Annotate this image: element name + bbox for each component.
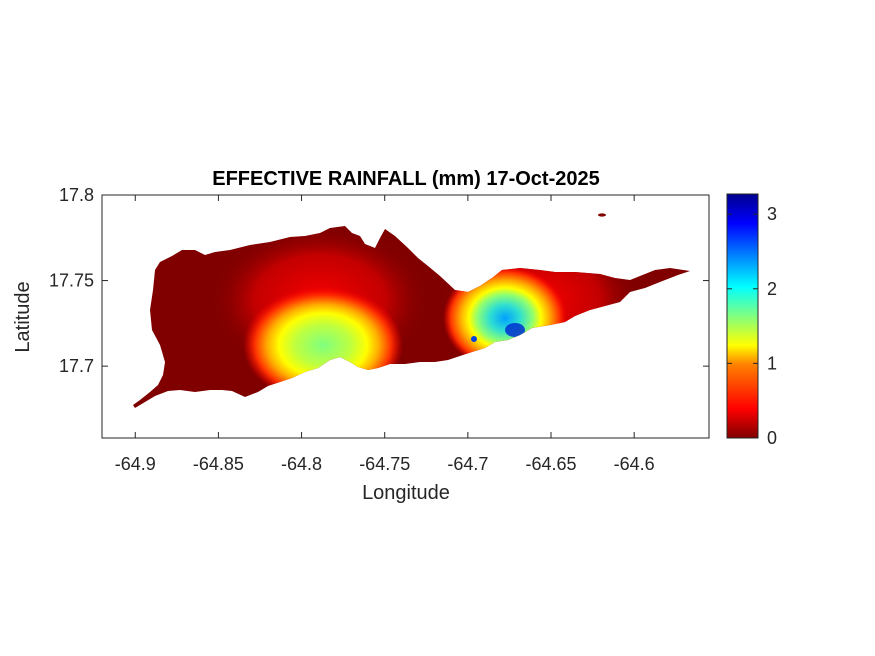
y-tick-label: 17.7 [59, 356, 94, 376]
x-tick-label: -64.85 [193, 454, 244, 474]
colorbar-tick-label: 3 [767, 204, 777, 224]
rain-cell-east-spot [471, 336, 477, 342]
colorbar-ticks: 0 1 2 3 [727, 204, 777, 448]
colorbar-tick-label: 0 [767, 428, 777, 448]
colorbar-tick-label: 1 [767, 353, 777, 373]
y-axis-ticks: 17.7 17.75 17.8 [49, 185, 709, 376]
x-tick-label: -64.7 [447, 454, 488, 474]
x-axis-ticks: -64.9 -64.85 -64.8 -64.75 -64.7 -64.65 -64.6 [115, 195, 655, 474]
x-tick-label: -64.6 [614, 454, 655, 474]
x-tick-label: -64.65 [525, 454, 576, 474]
x-tick-label: -64.9 [115, 454, 156, 474]
y-tick-label: 17.75 [49, 271, 94, 291]
x-axis-label: Longitude [362, 482, 450, 504]
colorbar-tick-label: 2 [767, 279, 777, 299]
rain-cell-east-peak [505, 323, 525, 337]
islet [598, 213, 606, 217]
y-axis-label: Latitude [12, 281, 34, 352]
x-tick-label: -64.8 [281, 454, 322, 474]
x-tick-label: -64.75 [359, 454, 410, 474]
chart-title: EFFECTIVE RAINFALL (mm) 17-Oct-2025 [212, 168, 599, 190]
colorbar [726, 193, 759, 439]
y-tick-label: 17.8 [59, 185, 94, 205]
